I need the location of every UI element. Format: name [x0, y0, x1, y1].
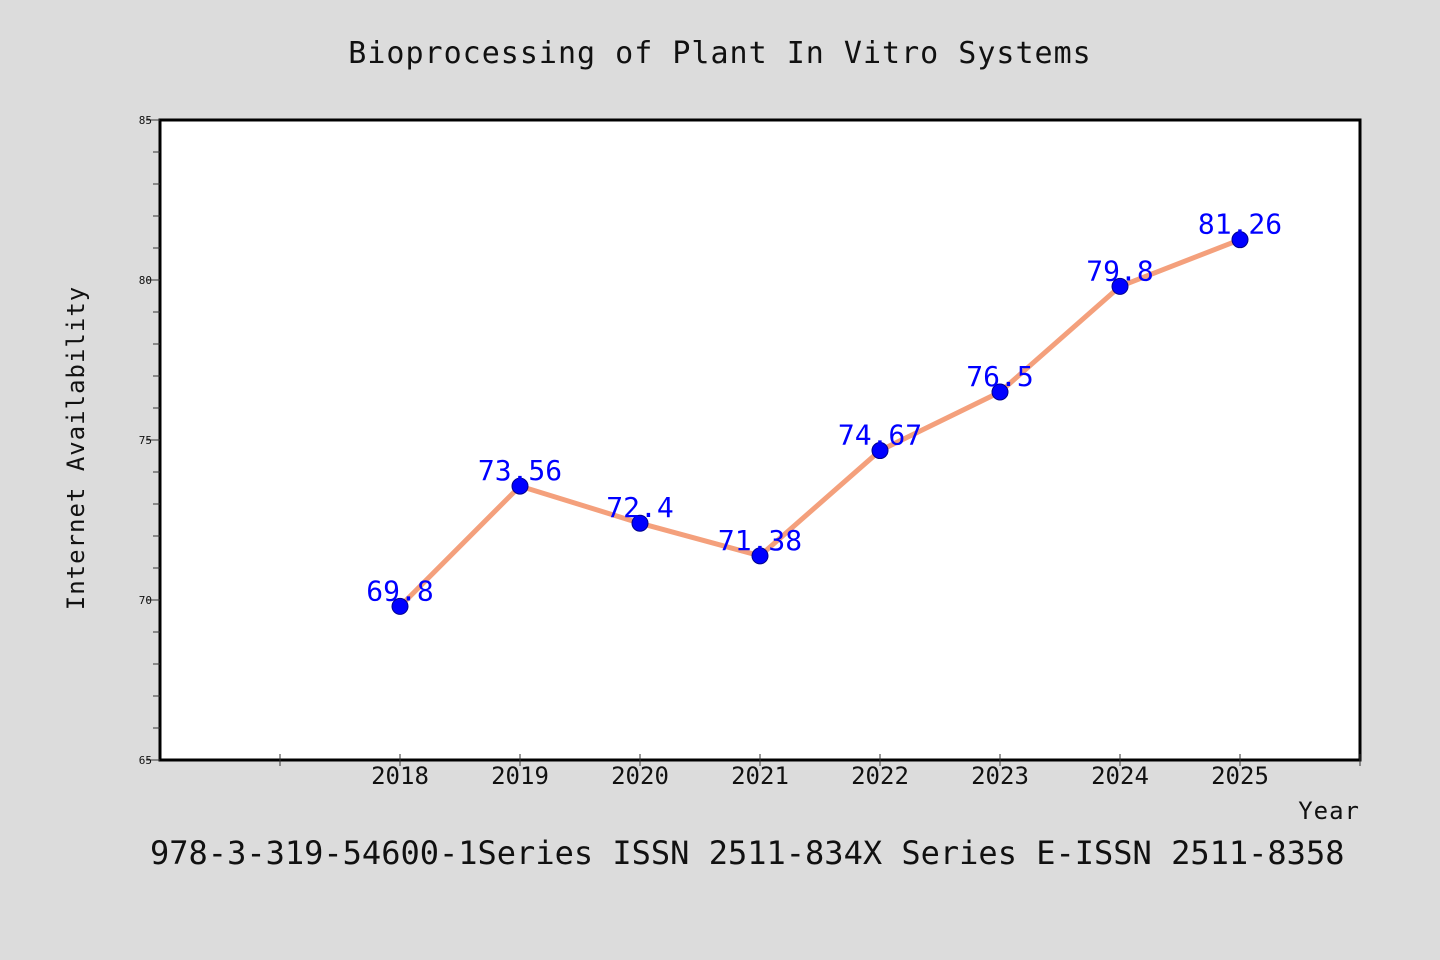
data-point [871, 442, 889, 460]
data-point [1111, 277, 1129, 295]
y-tick-label: 75 [139, 434, 152, 447]
plot-area [158, 118, 1362, 762]
data-label: 76.5 [966, 360, 1033, 393]
data-label: 79.8 [1086, 254, 1153, 287]
x-tick-label: 2025 [1211, 762, 1269, 790]
x-tick-label: 2020 [611, 762, 669, 790]
y-tick-label: 85 [139, 114, 152, 127]
data-label: 74.67 [838, 419, 922, 452]
data-point [511, 477, 529, 495]
series-layer: 69.8 73.56 72.4 71.38 74.67 76.5 79.8 81.26 [366, 208, 1282, 615]
series-line [398, 237, 1241, 609]
data-label: 81.26 [1198, 208, 1282, 241]
x-tick-label: 2018 [371, 762, 429, 790]
footer-text: 978-3-319-54600-1Series ISSN 2511-834X S… [150, 834, 1344, 872]
data-label: 72.4 [606, 491, 673, 524]
x-tick-label: 2022 [851, 762, 909, 790]
x-tick-label: 2023 [971, 762, 1029, 790]
x-axis-title: Year [1298, 797, 1360, 825]
y-tick-label: 70 [139, 594, 152, 607]
y-axis-title: Internet Availability [62, 286, 90, 610]
x-tick-label: 2024 [1091, 762, 1149, 790]
chart-title: Bioprocessing of Plant In Vitro Systems [348, 36, 1091, 71]
y-tick-label: 80 [139, 274, 152, 287]
data-label: 73.56 [478, 454, 562, 487]
x-axis: 2018 2019 2020 2021 2022 2023 2024 2025 [279, 754, 1361, 790]
data-point [1231, 231, 1249, 249]
y-axis: 65 70 75 80 85 [139, 114, 160, 767]
x-tick-label: 2021 [731, 762, 789, 790]
y-tick-label: 65 [139, 754, 152, 767]
data-point [391, 597, 409, 615]
data-point [751, 547, 769, 565]
data-label: 69.8 [366, 574, 433, 607]
data-point [631, 514, 649, 532]
data-label: 71.38 [718, 524, 802, 557]
x-tick-label: 2019 [491, 762, 549, 790]
data-point [991, 383, 1009, 401]
